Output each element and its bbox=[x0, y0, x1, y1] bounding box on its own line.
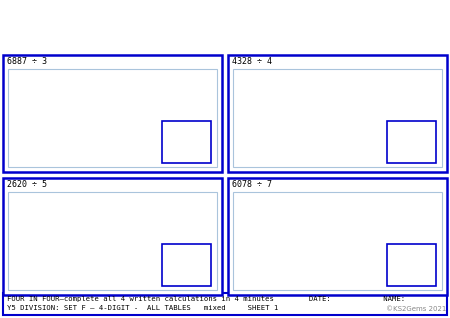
Text: 2620 ÷ 5: 2620 ÷ 5 bbox=[7, 180, 47, 189]
Bar bbox=[233, 69, 442, 167]
Text: ©KS2Gems 2021: ©KS2Gems 2021 bbox=[386, 306, 446, 312]
Bar bbox=[387, 121, 436, 163]
Bar bbox=[228, 55, 447, 172]
Text: 6078 ÷ 7: 6078 ÷ 7 bbox=[232, 180, 272, 189]
Bar bbox=[162, 244, 211, 286]
Bar bbox=[233, 192, 442, 290]
Bar bbox=[8, 69, 217, 167]
Bar bbox=[3, 293, 447, 315]
Text: FOUR IN FOUR—complete all 4 written calculations in 4 minutes        DATE:      : FOUR IN FOUR—complete all 4 written calc… bbox=[7, 296, 405, 302]
Text: 6887 ÷ 3: 6887 ÷ 3 bbox=[7, 57, 47, 66]
Bar bbox=[162, 121, 211, 163]
Bar bbox=[3, 55, 222, 172]
Bar bbox=[387, 244, 436, 286]
Text: 4328 ÷ 4: 4328 ÷ 4 bbox=[232, 57, 272, 66]
Bar bbox=[8, 192, 217, 290]
Text: Y5 DIVISION: SET F — 4-DIGIT -  ALL TABLES   mixed     SHEET 1: Y5 DIVISION: SET F — 4-DIGIT - ALL TABLE… bbox=[7, 305, 278, 311]
Bar bbox=[228, 178, 447, 295]
Bar bbox=[3, 178, 222, 295]
